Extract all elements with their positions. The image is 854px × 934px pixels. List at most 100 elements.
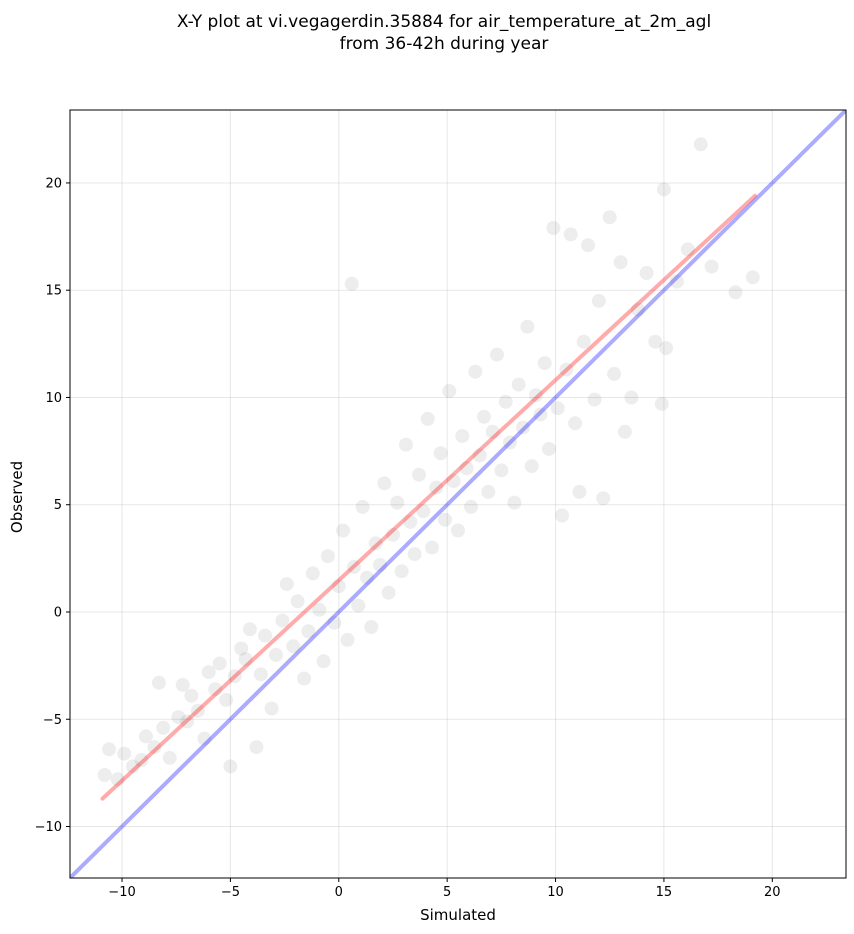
data-point — [394, 564, 409, 579]
data-point — [125, 759, 140, 774]
chart-title: X-Y plot at vi.vegagerdin.35884 for air_… — [177, 12, 711, 32]
data-point — [234, 641, 249, 656]
data-point — [201, 665, 216, 680]
data-point — [97, 768, 112, 782]
data-point — [596, 491, 611, 506]
data-point — [420, 411, 435, 426]
identity-line — [70, 110, 846, 878]
data-point — [617, 424, 632, 439]
data-point — [438, 512, 452, 527]
chart-subtitle: from 36-42h during year — [340, 34, 549, 54]
data-point — [507, 495, 522, 510]
data-point — [639, 266, 654, 280]
data-point — [624, 390, 639, 405]
data-point — [117, 746, 132, 761]
data-point — [520, 319, 535, 334]
data-point — [360, 570, 374, 585]
data-point — [503, 435, 517, 450]
data-point — [511, 377, 526, 392]
data-point — [572, 484, 587, 499]
data-point — [555, 508, 569, 523]
data-point — [494, 463, 509, 478]
data-point — [403, 514, 418, 529]
data-point — [399, 437, 413, 452]
data-point — [659, 341, 674, 356]
data-point — [156, 720, 171, 735]
y-tick-label: 5 — [54, 498, 62, 513]
data-point — [290, 594, 305, 609]
data-point — [279, 577, 294, 592]
data-point — [429, 480, 444, 495]
data-point — [485, 424, 500, 439]
data-point — [316, 654, 331, 669]
data-point — [138, 729, 153, 744]
data-point — [258, 628, 273, 643]
data-point — [648, 334, 663, 349]
data-point — [212, 656, 227, 671]
data-point — [613, 255, 628, 270]
data-point — [576, 334, 591, 349]
data-point — [268, 647, 283, 662]
data-point — [347, 559, 361, 574]
data-point — [147, 740, 162, 755]
y-tick-label: 20 — [45, 176, 62, 191]
x-axis-label: Simulated — [420, 906, 496, 924]
data-point — [516, 420, 530, 435]
data-point — [180, 714, 195, 729]
data-point — [524, 459, 539, 474]
data-point — [134, 753, 149, 767]
data-point — [373, 557, 387, 572]
plot-frame — [69, 109, 847, 879]
data-point — [301, 624, 316, 639]
data-point — [386, 527, 400, 542]
data-point — [312, 602, 327, 617]
data-point — [377, 476, 392, 491]
data-point — [563, 227, 578, 242]
data-point — [327, 615, 342, 630]
data-point — [331, 579, 346, 594]
data-point — [416, 504, 431, 519]
data-point — [704, 259, 719, 274]
data-point — [249, 740, 264, 755]
data-point — [275, 613, 290, 628]
data-point — [171, 710, 186, 725]
data-point — [498, 394, 513, 409]
data-point — [442, 384, 457, 398]
data-point — [264, 701, 279, 716]
data-point — [477, 409, 491, 424]
data-point — [490, 347, 504, 362]
data-point — [208, 682, 223, 697]
data-point — [468, 364, 483, 379]
data-point — [542, 441, 556, 456]
axis-ticks: −10 −5 0 5 10 15 20 −10 −5 0 5 10 15 20 — [35, 176, 781, 900]
data-point — [407, 547, 422, 562]
x-tick-label: 10 — [547, 885, 564, 900]
data-point — [297, 671, 312, 686]
data-point — [253, 667, 268, 682]
data-point — [591, 293, 606, 308]
reference-lines — [70, 110, 846, 878]
data-point — [533, 407, 548, 422]
data-point — [546, 221, 561, 235]
x-tick-label: −5 — [221, 885, 240, 900]
data-point — [162, 750, 177, 765]
data-point — [537, 356, 552, 371]
x-tick-label: 15 — [656, 885, 673, 900]
data-point — [242, 622, 257, 637]
y-tick-label: 15 — [45, 284, 62, 299]
data-point — [110, 772, 125, 787]
data-point — [184, 688, 199, 703]
data-point — [219, 692, 234, 707]
data-point — [381, 585, 396, 600]
data-point — [481, 484, 496, 499]
data-point — [344, 276, 359, 291]
data-point — [568, 416, 583, 431]
data-point — [238, 652, 253, 667]
data-point — [455, 429, 470, 444]
data-point — [336, 523, 351, 538]
data-point — [223, 759, 238, 774]
data-point — [728, 285, 743, 300]
data-point — [656, 182, 671, 197]
data-point — [227, 669, 242, 684]
